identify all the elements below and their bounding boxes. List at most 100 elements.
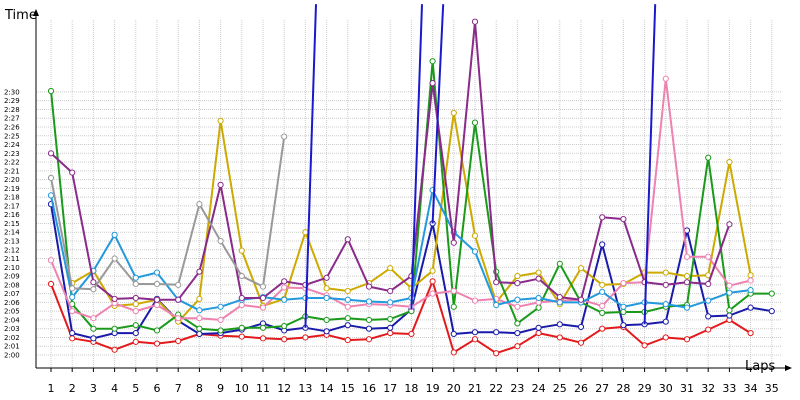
data-point	[196, 330, 203, 338]
data-point	[238, 301, 245, 309]
x-tick-label: 14	[320, 382, 334, 395]
data-point	[69, 285, 76, 292]
data-point	[747, 329, 754, 337]
data-point	[599, 281, 606, 288]
data-point	[450, 330, 457, 338]
data-point	[47, 192, 55, 199]
y-tick-label: 2:02	[4, 334, 20, 342]
data-point	[662, 269, 669, 276]
data-point	[599, 309, 606, 317]
x-tick-label: 4	[111, 382, 118, 395]
data-point	[556, 260, 563, 267]
data-point	[344, 315, 351, 322]
data-point	[556, 294, 563, 301]
x-tick-label: 32	[701, 382, 715, 395]
data-point	[683, 279, 691, 286]
data-point	[196, 295, 203, 302]
y-tick-label: 2:11	[4, 255, 20, 263]
y-tick-label: 2:08	[4, 281, 20, 289]
x-tick-label: 11	[256, 382, 270, 395]
y-tick-label: 2:18	[4, 194, 20, 202]
data-point	[599, 214, 606, 221]
data-point	[132, 338, 139, 345]
data-point	[90, 325, 97, 332]
data-point	[683, 253, 691, 260]
data-point	[132, 294, 139, 302]
series-line	[431, 4, 445, 224]
data-point	[323, 294, 330, 302]
series-8	[47, 133, 288, 293]
series-line	[50, 77, 751, 321]
data-point	[577, 265, 585, 272]
data-point	[662, 318, 669, 325]
data-point	[365, 298, 373, 305]
data-point	[471, 232, 479, 239]
y-tick-label: 2:05	[4, 308, 20, 316]
y-tick-label: 2:24	[4, 141, 20, 149]
data-point	[705, 253, 712, 260]
data-point	[196, 325, 203, 332]
data-point	[493, 329, 500, 336]
x-tick-label: 17	[383, 382, 397, 395]
data-point	[196, 315, 203, 322]
data-point	[768, 290, 775, 297]
y-tick-label: 2:04	[4, 316, 20, 324]
data-point	[599, 302, 606, 309]
data-point	[238, 333, 245, 340]
data-point	[259, 294, 267, 302]
data-point	[132, 301, 139, 308]
data-point	[344, 287, 351, 295]
x-tick-label: 10	[235, 382, 249, 395]
data-point	[683, 227, 691, 234]
x-tick-label: 5	[132, 382, 139, 395]
y-tick-label: 2:00	[4, 352, 20, 360]
data-point	[450, 287, 457, 295]
data-point	[450, 239, 457, 246]
data-point	[471, 18, 479, 25]
data-point	[471, 119, 479, 126]
data-point	[471, 248, 479, 255]
y-tick-label: 2:14	[4, 229, 20, 237]
data-point	[662, 301, 669, 308]
data-point	[535, 275, 542, 282]
x-tick-label: 15	[341, 382, 355, 395]
data-point	[577, 296, 585, 303]
y-axis-title: Time	[4, 8, 37, 23]
series-line	[410, 4, 423, 310]
data-point	[217, 117, 224, 124]
data-point	[238, 247, 245, 254]
y-tick-label: 2:03	[4, 325, 20, 333]
x-tick-label: 6	[154, 382, 161, 395]
x-tick-label: 27	[595, 382, 609, 395]
data-point	[387, 287, 394, 295]
series-line	[50, 136, 286, 291]
data-point	[196, 201, 203, 208]
data-point	[238, 324, 245, 331]
data-point	[344, 296, 351, 303]
data-point	[556, 321, 563, 328]
y-axis-arrow	[33, 9, 39, 16]
data-point	[450, 349, 457, 356]
data-point	[344, 322, 351, 329]
data-point	[726, 158, 733, 166]
data-point	[281, 278, 288, 285]
data-point	[196, 268, 203, 275]
data-point	[387, 315, 394, 323]
x-tick-label: 26	[574, 382, 588, 395]
data-point	[153, 280, 161, 288]
y-tick-label: 2:22	[4, 159, 20, 167]
series-line	[50, 189, 751, 312]
data-point	[705, 154, 712, 161]
data-point	[175, 337, 182, 345]
x-tick-label: 28	[616, 382, 630, 395]
data-point	[259, 324, 267, 331]
y-tick-label: 2:10	[4, 264, 20, 272]
data-point	[662, 75, 669, 82]
y-tick-label: 2:07	[4, 290, 20, 298]
x-tick-label: 25	[553, 382, 567, 395]
x-axis-arrow	[785, 365, 792, 371]
data-point	[514, 296, 521, 303]
data-point	[450, 109, 457, 117]
x-axis-title: Laps	[745, 359, 775, 374]
data-point	[281, 284, 288, 291]
